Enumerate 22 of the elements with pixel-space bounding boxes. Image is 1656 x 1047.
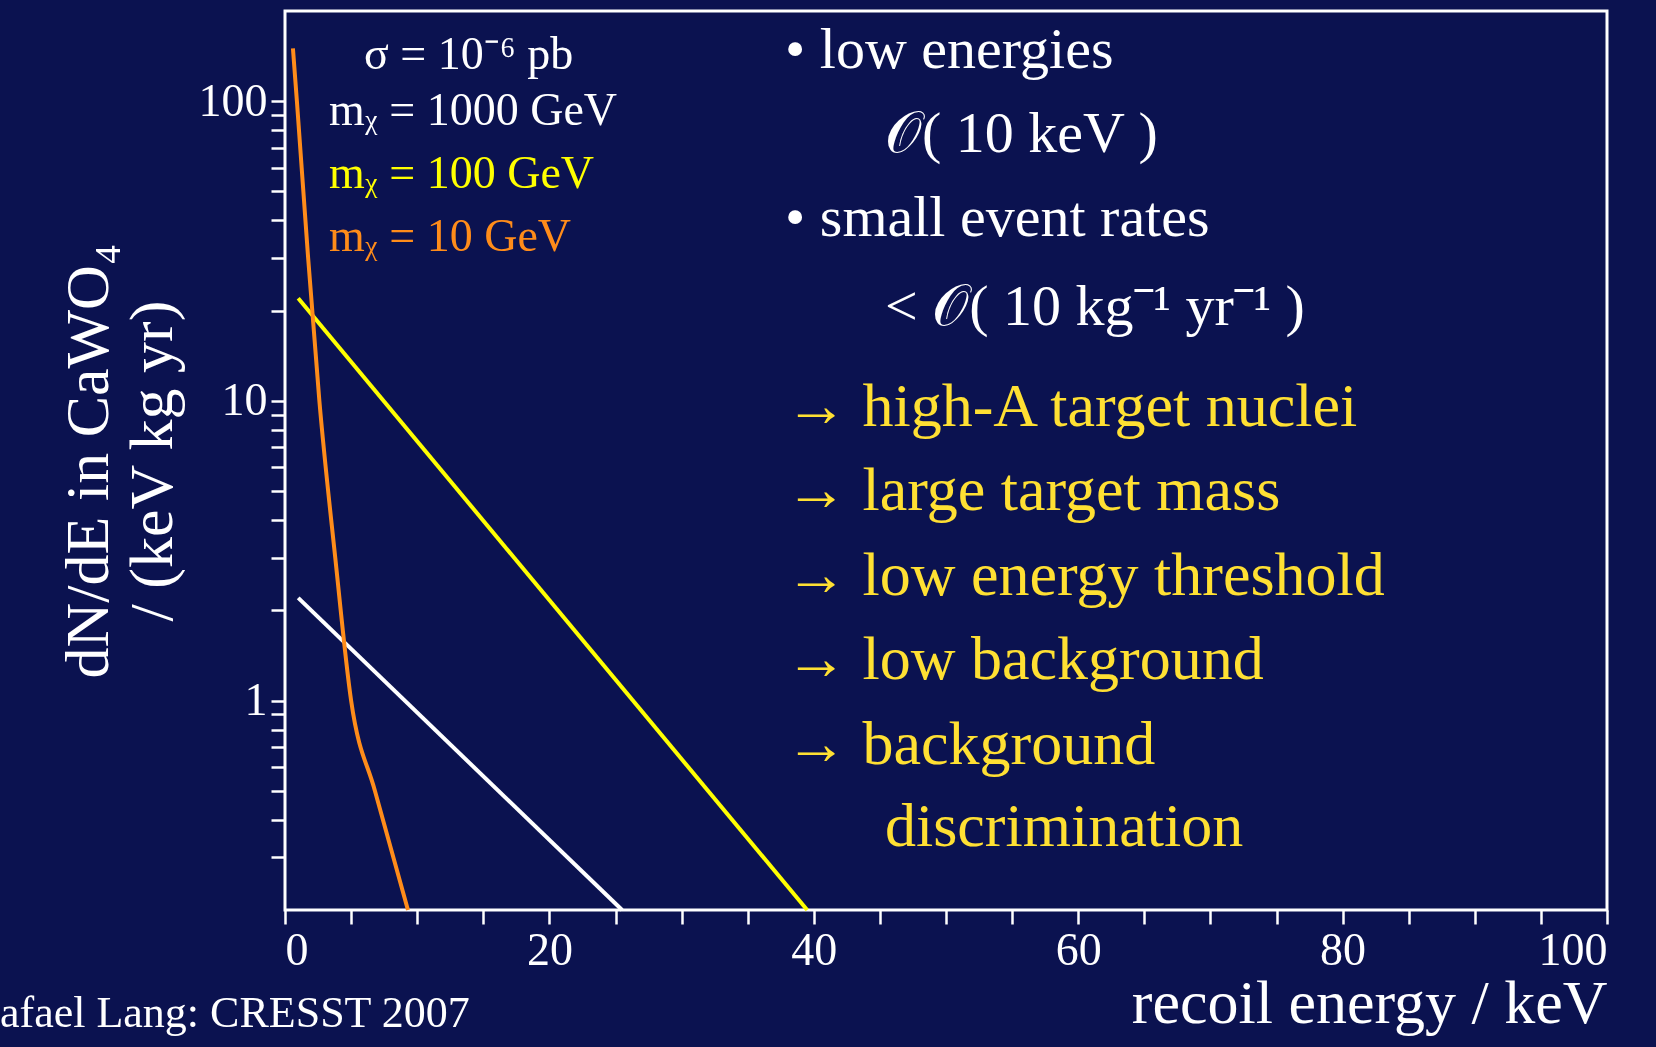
annotation: σ = 10⁻⁶ pb [364, 28, 574, 79]
annotation: → low energy threshold [785, 540, 1385, 608]
annotation: < 𝒪( 10 kg⁻¹ yr⁻¹ ) [885, 273, 1305, 338]
annotation: discrimination [885, 791, 1244, 859]
text: mᵪ = 1000 GeV [329, 84, 618, 135]
annotation: → high-A target nuclei [785, 371, 1358, 439]
text: mᵪ = 100 GeV [329, 147, 595, 198]
text: afael Lang: CRESST 2007 [0, 988, 470, 1037]
y-tick-label: 1 [244, 674, 268, 726]
annotation: • small event rates [785, 184, 1210, 249]
annotation: → background [785, 709, 1156, 777]
series-label: mᵪ = 10 GeV [329, 210, 572, 261]
x-tick-label: 60 [1055, 923, 1102, 975]
y-tick-label: 100 [198, 74, 268, 126]
x-tick-label: 0 [285, 923, 309, 975]
y-tick-label: 10 [221, 374, 268, 426]
x-tick-label: 40 [791, 923, 838, 975]
annotation: → low background [785, 624, 1264, 692]
annotation: → large target mass [785, 455, 1281, 523]
annotation: • low energies [785, 16, 1114, 81]
annotation: 𝒪( 10 keV ) [885, 100, 1158, 165]
x-tick-label: 20 [526, 923, 573, 975]
